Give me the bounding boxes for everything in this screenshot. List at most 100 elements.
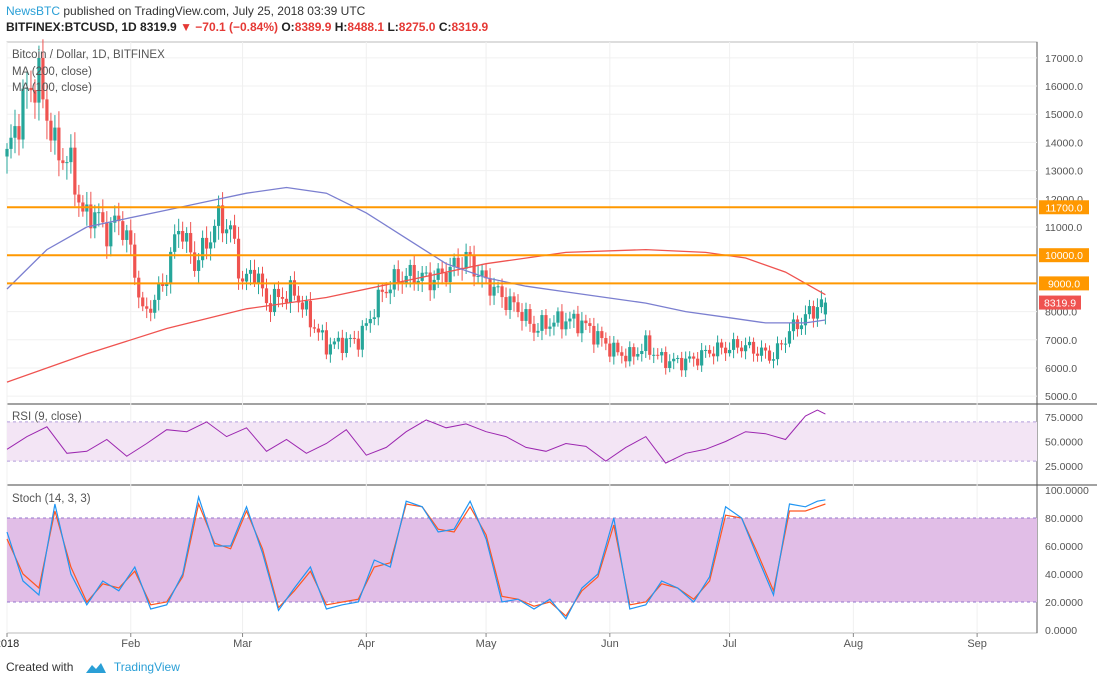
candle-body bbox=[201, 237, 205, 261]
candle-body bbox=[464, 251, 468, 269]
candle-body bbox=[727, 349, 732, 354]
candle-body bbox=[799, 325, 804, 330]
stoch-tick-label: 80.0000 bbox=[1045, 513, 1083, 525]
candle-body bbox=[264, 288, 269, 304]
candle-body bbox=[53, 127, 57, 141]
low-value: 8275.0 bbox=[398, 20, 436, 34]
level-price-tag bbox=[1039, 248, 1089, 263]
candle-body bbox=[384, 291, 388, 294]
candle-body bbox=[616, 342, 620, 353]
last-price-label: 8319.9 bbox=[1044, 298, 1076, 310]
high-label: H: bbox=[334, 20, 348, 34]
candle-body bbox=[500, 286, 504, 298]
level-price-label: 11700.0 bbox=[1045, 202, 1082, 214]
stoch-tick-label: 40.0000 bbox=[1045, 569, 1083, 581]
candle-body bbox=[716, 342, 720, 357]
ma100-line bbox=[6, 186, 826, 324]
candle-body bbox=[628, 347, 632, 362]
candle-body bbox=[240, 278, 245, 282]
candle-body bbox=[692, 356, 696, 359]
candle-body bbox=[141, 297, 145, 307]
candle-body bbox=[684, 358, 688, 371]
candle-body bbox=[428, 272, 432, 291]
candle-body bbox=[452, 257, 456, 267]
candle-body bbox=[480, 270, 484, 276]
ohlc-info: BITFINEX:BTCUSD, 1D 8319.9 ▼ −70.1 (−0.8… bbox=[6, 20, 488, 34]
candle-body bbox=[61, 160, 65, 164]
tradingview-link[interactable]: TradingView bbox=[113, 660, 180, 674]
candle-body bbox=[93, 212, 97, 229]
candle-body bbox=[668, 361, 672, 369]
candle-body bbox=[220, 205, 225, 234]
candle-body bbox=[791, 319, 796, 332]
rsi-tick-label: 25.0000 bbox=[1045, 461, 1083, 473]
candle-body bbox=[807, 306, 812, 315]
candle-body bbox=[536, 330, 540, 333]
chart-canvas[interactable]: 5000.0 6000.0 7000.0 8000.0 9000.0 10000.0 110… bbox=[0, 36, 1100, 652]
candle-body bbox=[256, 273, 261, 284]
published-text: published on TradingView.com, July 25, 2… bbox=[63, 4, 366, 18]
candle-body bbox=[13, 126, 17, 138]
candle-body bbox=[193, 252, 197, 271]
candle-body bbox=[181, 231, 185, 242]
candle-body bbox=[811, 306, 816, 319]
candle-body bbox=[548, 326, 552, 329]
stoch-tick-label: 0.0000 bbox=[1045, 625, 1077, 637]
candle-body bbox=[624, 355, 628, 362]
ma200-line bbox=[6, 248, 826, 383]
candle-body bbox=[185, 233, 189, 242]
candle-body bbox=[584, 320, 588, 324]
candle-body bbox=[173, 234, 177, 252]
candle-body bbox=[125, 230, 129, 240]
published-line: NewsBTC published on TradingView.com, Ju… bbox=[6, 4, 365, 18]
candle-body bbox=[344, 338, 348, 353]
candle-body bbox=[412, 264, 416, 283]
candle-body bbox=[197, 260, 201, 271]
candle-body bbox=[819, 299, 824, 308]
candle-body bbox=[328, 344, 332, 355]
candle-body bbox=[516, 302, 520, 313]
candle-body bbox=[488, 278, 492, 296]
candle-body bbox=[288, 280, 293, 303]
candle-body bbox=[731, 339, 736, 350]
rsi-tick-label: 75.0000 bbox=[1045, 412, 1083, 424]
price-tick-label: 6000.0 bbox=[1045, 363, 1077, 375]
time-axis-label: 2018 bbox=[0, 638, 19, 650]
candle-body bbox=[372, 317, 376, 320]
candle-body bbox=[408, 264, 412, 276]
candle-body bbox=[440, 268, 444, 273]
level-price-tag bbox=[1039, 200, 1089, 215]
candle-body bbox=[49, 120, 53, 141]
stoch-band bbox=[7, 518, 1037, 602]
open-label: O: bbox=[281, 20, 295, 34]
candle-body bbox=[767, 350, 772, 361]
candle-body bbox=[528, 309, 532, 324]
time-axis-label: Jul bbox=[723, 638, 737, 650]
candle-body bbox=[244, 273, 249, 282]
candle-body bbox=[787, 331, 792, 344]
candle-body bbox=[252, 269, 257, 284]
candle-body bbox=[496, 286, 500, 288]
stoch-tick-label: 20.0000 bbox=[1045, 597, 1083, 609]
candle-body bbox=[688, 356, 692, 359]
time-axis-label: May bbox=[476, 638, 497, 650]
candle-body bbox=[37, 58, 41, 103]
candle-body bbox=[169, 251, 173, 284]
candle-body bbox=[153, 299, 157, 313]
candle-body bbox=[600, 331, 604, 339]
time-axis-label: Jun bbox=[601, 638, 619, 650]
candle-body bbox=[672, 358, 676, 362]
candle-body bbox=[468, 251, 472, 257]
candle-body bbox=[73, 147, 77, 195]
candle-body bbox=[700, 350, 704, 366]
candle-body bbox=[260, 273, 265, 289]
candle-body bbox=[648, 335, 652, 355]
candle-body bbox=[564, 321, 568, 330]
candle-body bbox=[476, 275, 480, 277]
candle-body bbox=[216, 205, 221, 226]
stoch-tick-label: 100.0000 bbox=[1045, 485, 1089, 497]
candle-body bbox=[21, 88, 25, 140]
candle-body bbox=[444, 272, 448, 283]
publisher-name[interactable]: NewsBTC bbox=[6, 4, 61, 18]
candle-body bbox=[580, 320, 584, 334]
